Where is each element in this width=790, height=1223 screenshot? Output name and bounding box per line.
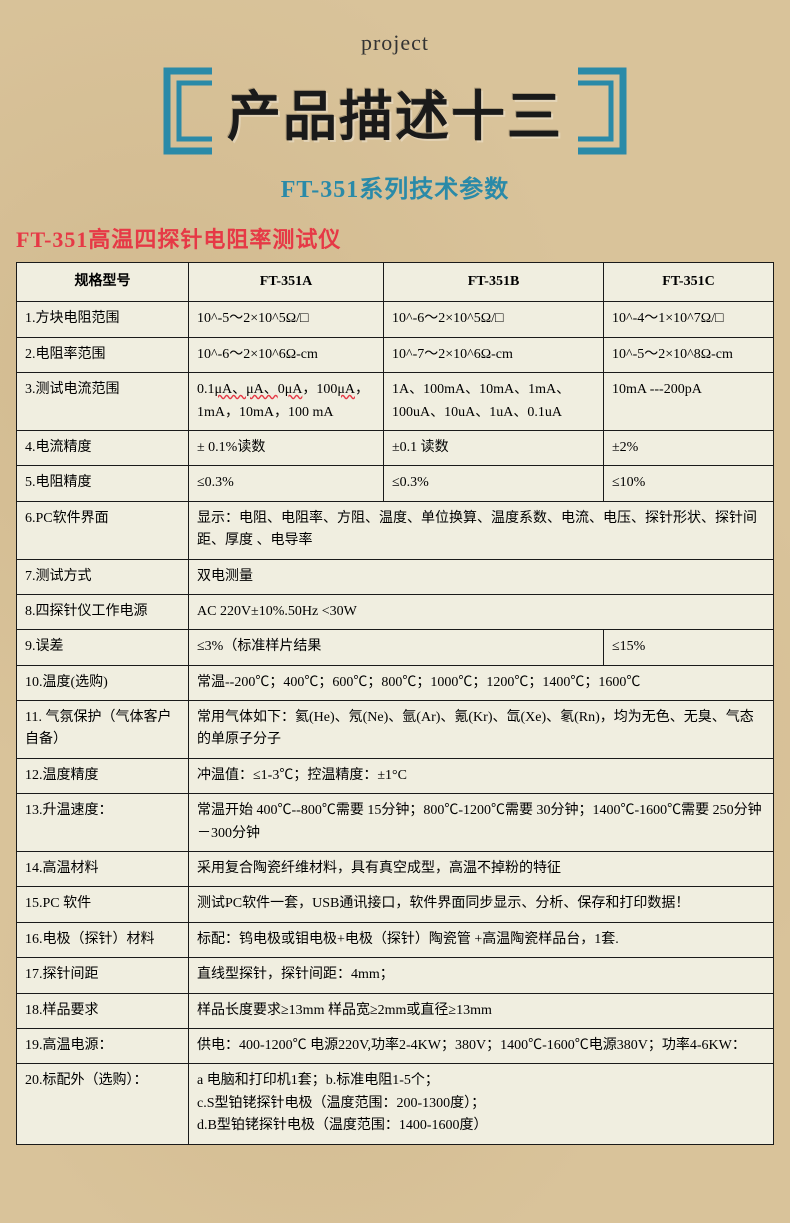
table-row: 13.升温速度：常温开始 400℃--800℃需要 15分钟；800℃-1200… — [17, 794, 774, 852]
row-value-merged: a 电脑和打印机1套；b.标准电阻1-5个； c.S型铂铑探针电极（温度范围：2… — [189, 1064, 774, 1144]
table-header-row: 规格型号 FT-351A FT-351B FT-351C — [17, 263, 774, 302]
row-label: 19.高温电源： — [17, 1028, 189, 1063]
row-value-c: 10mA ---200pA — [604, 373, 774, 431]
table-row: 17.探针间距直线型探针，探针间距：4mm； — [17, 958, 774, 993]
row-value-merged: 双电测量 — [189, 559, 774, 594]
row-label: 16.电极（探针）材料 — [17, 922, 189, 957]
row-value-c: ≤10% — [604, 466, 774, 501]
row-value-c: 10^-4～1×10^7Ω/□ — [604, 302, 774, 337]
row-label: 10.温度(选购) — [17, 665, 189, 700]
row-value-merged: 采用复合陶瓷纤维材料，具有真空成型，高温不掉粉的特征 — [189, 852, 774, 887]
row-value-merged: 测试PC软件一套，USB通讯接口，软件界面同步显示、分析、保存和打印数据！ — [189, 887, 774, 922]
table-row: 16.电极（探针）材料标配：钨电极或钼电极+电极（探针）陶瓷管 +高温陶瓷样品台… — [17, 922, 774, 957]
row-label: 20.标配外（选购）： — [17, 1064, 189, 1144]
row-value-a: 0.1μA、μA、0μA，100μA，1mA，10mA，100 mA — [189, 373, 384, 431]
table-row: 15.PC 软件测试PC软件一套，USB通讯接口，软件界面同步显示、分析、保存和… — [17, 887, 774, 922]
table-row: 10.温度(选购)常温--200℃；400℃；600℃；800℃；1000℃；1… — [17, 665, 774, 700]
table-row: 7.测试方式双电测量 — [17, 559, 774, 594]
section-title: FT-351高温四探针电阻率测试仪 — [16, 222, 790, 254]
table-row: 9.误差≤3%（标准样片结果≤15% — [17, 630, 774, 665]
row-value-c: ≤15% — [604, 630, 774, 665]
spec-table: 规格型号 FT-351A FT-351B FT-351C 1.方块电阻范围10^… — [16, 262, 774, 1145]
row-value-merged: 标配：钨电极或钼电极+电极（探针）陶瓷管 +高温陶瓷样品台，1套. — [189, 922, 774, 957]
row-value-a: ± 0.1%读数 — [189, 430, 384, 465]
table-row: 11. 气氛保护（气体客户自备）常用气体如下：氦(He)、氖(Ne)、氩(Ar)… — [17, 701, 774, 759]
row-value-b: ≤0.3% — [384, 466, 604, 501]
header-col-b: FT-351B — [384, 263, 604, 302]
table-row: 3.测试电流范围0.1μA、μA、0μA，100μA，1mA，10mA，100 … — [17, 373, 774, 431]
row-value-merged: 冲温值：≤1-3℃；控温精度：±1°C — [189, 758, 774, 793]
row-value-a: 10^-6～2×10^6Ω-cm — [189, 337, 384, 372]
table-row: 1.方块电阻范围10^-5～2×10^5Ω/□10^-6～2×10^5Ω/□10… — [17, 302, 774, 337]
main-title: 产品描述十三 — [217, 72, 573, 151]
row-value-a: 10^-5～2×10^5Ω/□ — [189, 302, 384, 337]
row-label: 14.高温材料 — [17, 852, 189, 887]
row-label: 12.温度精度 — [17, 758, 189, 793]
row-label: 5.电阻精度 — [17, 466, 189, 501]
table-row: 20.标配外（选购）：a 电脑和打印机1套；b.标准电阻1-5个； c.S型铂铑… — [17, 1064, 774, 1144]
bracket-left-icon — [157, 61, 217, 161]
table-row: 8.四探针仪工作电源AC 220V±10%.50Hz <30W — [17, 594, 774, 629]
row-value-merged: AC 220V±10%.50Hz <30W — [189, 594, 774, 629]
row-value-merged: 常用气体如下：氦(He)、氖(Ne)、氩(Ar)、氪(Kr)、氙(Xe)、氡(R… — [189, 701, 774, 759]
row-label: 3.测试电流范围 — [17, 373, 189, 431]
table-row: 2.电阻率范围10^-6～2×10^6Ω-cm10^-7～2×10^6Ω-cm1… — [17, 337, 774, 372]
row-value-a: ≤0.3% — [189, 466, 384, 501]
project-label: project — [0, 30, 790, 56]
table-row: 19.高温电源：供电：400-1200℃ 电源220V,功率2-4KW；380V… — [17, 1028, 774, 1063]
row-value-merged: 常温--200℃；400℃；600℃；800℃；1000℃；1200℃；1400… — [189, 665, 774, 700]
row-label: 17.探针间距 — [17, 958, 189, 993]
row-label: 9.误差 — [17, 630, 189, 665]
table-row: 18.样品要求样品长度要求≥13mm 样品宽≥2mm或直径≥13mm — [17, 993, 774, 1028]
row-value-b: 10^-7～2×10^6Ω-cm — [384, 337, 604, 372]
row-value-c: ±2% — [604, 430, 774, 465]
header-col-c: FT-351C — [604, 263, 774, 302]
row-value-merged: 样品长度要求≥13mm 样品宽≥2mm或直径≥13mm — [189, 993, 774, 1028]
bracket-right-icon — [573, 61, 633, 161]
row-value-b: 1A、100mA、10mA、1mA、100uA、10uA、1uA、0.1uA — [384, 373, 604, 431]
header: project 产品描述十三 FT-351系列技术参数 — [0, 0, 790, 204]
table-row: 6.PC软件界面显示：电阻、电阻率、方阻、温度、单位换算、温度系数、电流、电压、… — [17, 501, 774, 559]
row-value-b: ±0.1 读数 — [384, 430, 604, 465]
table-row: 5.电阻精度≤0.3%≤0.3%≤10% — [17, 466, 774, 501]
row-label: 11. 气氛保护（气体客户自备） — [17, 701, 189, 759]
row-value-c: 10^-5～2×10^8Ω-cm — [604, 337, 774, 372]
table-row: 4.电流精度± 0.1%读数±0.1 读数±2% — [17, 430, 774, 465]
row-label: 1.方块电阻范围 — [17, 302, 189, 337]
header-col-a: FT-351A — [189, 263, 384, 302]
row-label: 18.样品要求 — [17, 993, 189, 1028]
subtitle: FT-351系列技术参数 — [0, 169, 790, 204]
row-value-merged: 显示：电阻、电阻率、方阻、温度、单位换算、温度系数、电流、电压、探针形状、探针间… — [189, 501, 774, 559]
row-label: 2.电阻率范围 — [17, 337, 189, 372]
row-label: 6.PC软件界面 — [17, 501, 189, 559]
row-label: 7.测试方式 — [17, 559, 189, 594]
row-label: 8.四探针仪工作电源 — [17, 594, 189, 629]
row-value-b: 10^-6～2×10^5Ω/□ — [384, 302, 604, 337]
row-label: 13.升温速度： — [17, 794, 189, 852]
row-label: 4.电流精度 — [17, 430, 189, 465]
table-row: 12.温度精度冲温值：≤1-3℃；控温精度：±1°C — [17, 758, 774, 793]
row-label: 15.PC 软件 — [17, 887, 189, 922]
row-value-merged: 直线型探针，探针间距：4mm； — [189, 958, 774, 993]
row-value-merged: 常温开始 400℃--800℃需要 15分钟；800℃-1200℃需要 30分钟… — [189, 794, 774, 852]
table-row: 14.高温材料采用复合陶瓷纤维材料，具有真空成型，高温不掉粉的特征 — [17, 852, 774, 887]
title-wrap: 产品描述十三 — [0, 61, 790, 161]
row-value-merged: 供电：400-1200℃ 电源220V,功率2-4KW；380V；1400℃-1… — [189, 1028, 774, 1063]
row-value-ab: ≤3%（标准样片结果 — [189, 630, 604, 665]
header-spec: 规格型号 — [17, 263, 189, 302]
